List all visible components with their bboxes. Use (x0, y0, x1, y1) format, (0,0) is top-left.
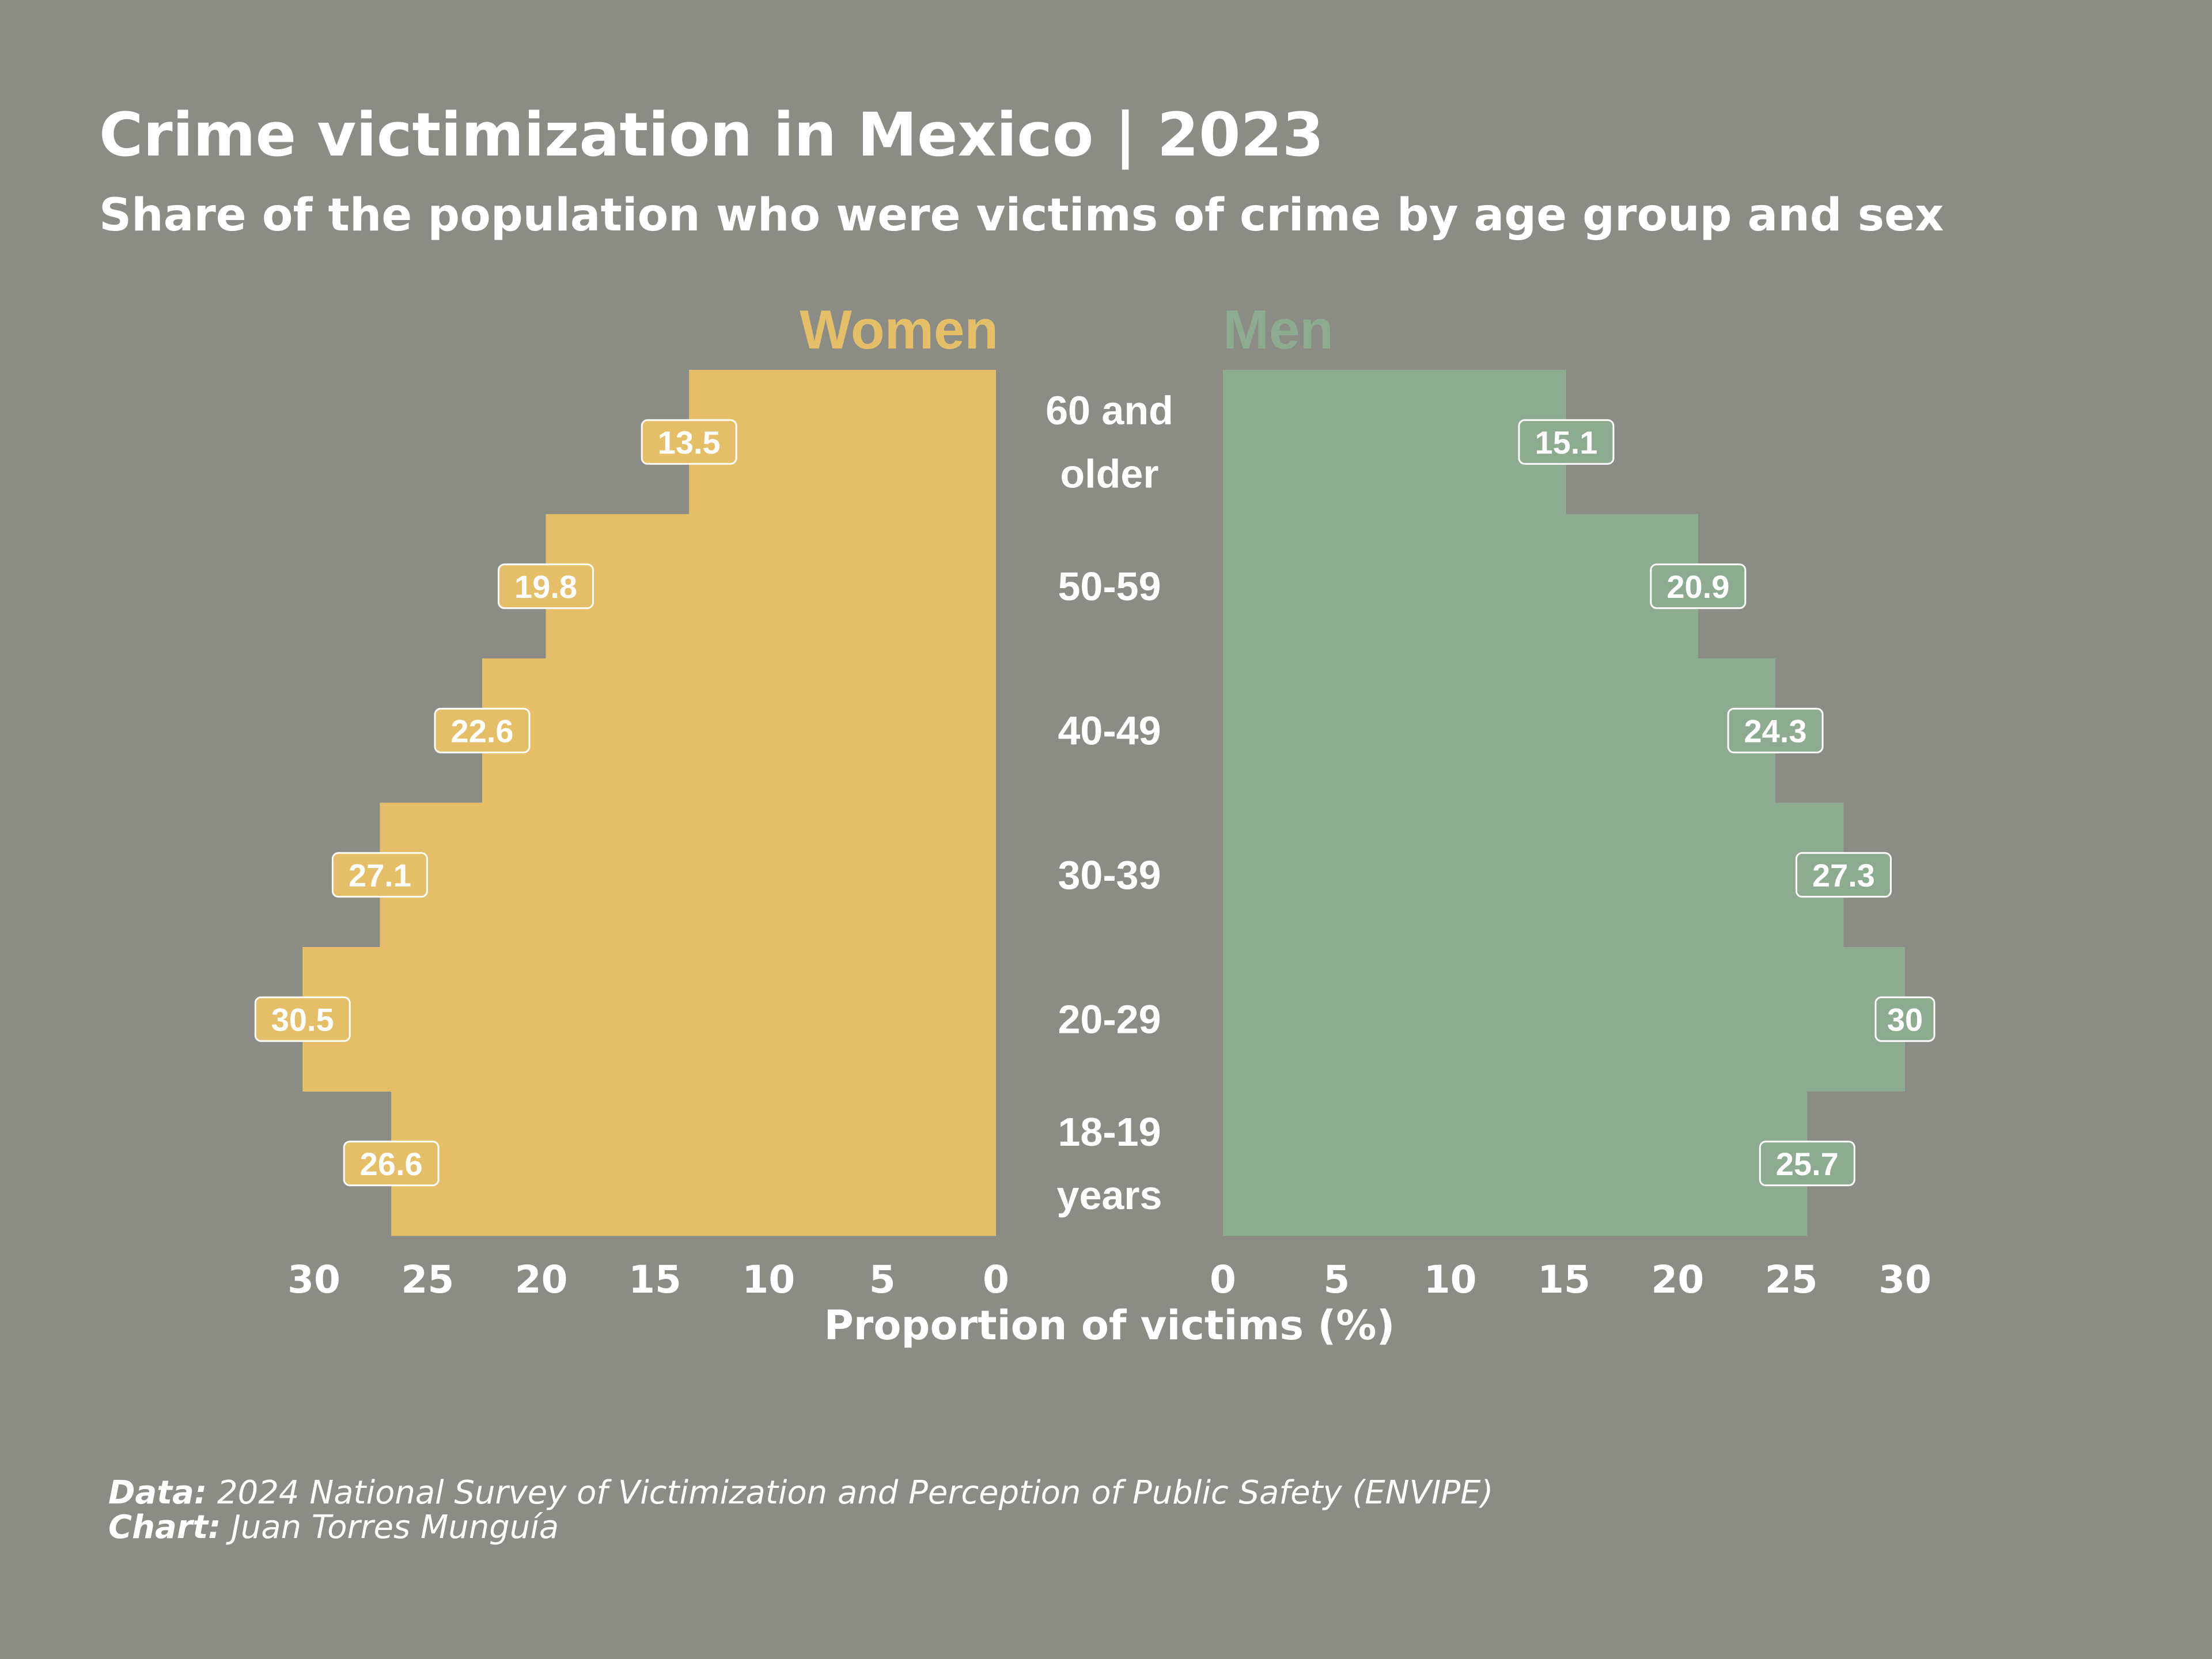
chart-title: Crime victimization in Mexico | 2023 (99, 100, 1324, 170)
data-label-women-2: 22.6 (434, 707, 531, 753)
data-label-women-0-text: 13.5 (658, 424, 721, 460)
tick-women-30: 30 (287, 1257, 340, 1302)
data-label-men-3-text: 27.3 (1812, 857, 1875, 893)
bar-men-0 (1223, 370, 1566, 514)
data-label-women-2-box (434, 707, 531, 753)
data-label-men-0-text: 15.1 (1535, 424, 1597, 460)
tick-women-10: 10 (742, 1257, 795, 1302)
bar-men-5 (1223, 1091, 1808, 1236)
caption-data: Data: 2024 National Survey of Victimizat… (108, 1474, 1493, 1512)
tick-men-25: 25 (1765, 1257, 1818, 1302)
bar-women-3 (380, 802, 996, 948)
age-group-label-0-line-1: older (1060, 451, 1158, 496)
data-label-women-1-text: 19.8 (514, 569, 577, 605)
age-group-labels: 60 and older 50-59 40-49 30-39 20-29 18-19 year… (1046, 388, 1173, 1218)
bar-women-5 (391, 1091, 996, 1236)
bar-men-1 (1223, 514, 1698, 659)
caption-data-label: Data: (108, 1474, 207, 1512)
data-label-men-1-box (1650, 563, 1747, 609)
data-label-men-2: 24.3 (1727, 707, 1824, 753)
age-group-label-3: 30-39 (1058, 853, 1161, 897)
data-label-women-1-box (498, 563, 594, 609)
age-group-label-1: 50-59 (1058, 564, 1161, 609)
data-label-women-3-text: 27.1 (349, 857, 411, 893)
bar-women-1 (546, 514, 996, 659)
bar-women-0 (689, 370, 996, 514)
tick-women-15: 15 (628, 1257, 681, 1302)
data-label-women-5: 26.6 (343, 1141, 440, 1187)
women-bars (302, 370, 997, 1236)
data-label-women-1: 19.8 (498, 563, 594, 609)
caption-chart-label: Chart: (108, 1509, 221, 1546)
data-label-men-3-box (1795, 852, 1892, 898)
data-label-men-4-text: 30 (1887, 1001, 1923, 1037)
data-label-men-5-text: 25.7 (1776, 1146, 1839, 1182)
data-label-women-0: 13.5 (641, 419, 737, 465)
x-axis-ticks: 0 0 5 5 10 10 15 15 20 20 25 25 30 30 (287, 1257, 1931, 1302)
tick-women-5: 5 (869, 1257, 896, 1302)
bar-women-4 (302, 947, 997, 1092)
data-label-men-3: 27.3 (1795, 852, 1892, 898)
data-label-women-4-text: 30.5 (271, 1001, 334, 1037)
data-labels: 13.5 15.1 19.8 20.9 22.6 24.3 27.1 27.3 30.5 30 26… (254, 419, 1936, 1187)
caption-data-text: 2024 National Survey of Victimization an… (207, 1474, 1493, 1512)
age-group-label-5-line-0: 18-19 (1058, 1109, 1161, 1154)
tick-men-15: 15 (1537, 1257, 1590, 1302)
data-label-men-4: 30 (1874, 996, 1936, 1042)
data-label-women-4-box (254, 996, 351, 1042)
tick-men-20: 20 (1651, 1257, 1704, 1302)
data-label-men-1: 20.9 (1650, 563, 1747, 609)
age-group-label-0-line-0: 60 and (1046, 388, 1173, 433)
x-axis-label: Proportion of victims (%) (824, 1302, 1395, 1349)
tick-women-20: 20 (515, 1257, 568, 1302)
data-label-women-3-box (331, 852, 428, 898)
tick-men-30: 30 (1878, 1257, 1931, 1302)
age-group-label-2: 40-49 (1058, 708, 1161, 753)
data-label-women-5-box (343, 1141, 440, 1187)
data-label-women-0-box (641, 419, 737, 465)
data-label-men-4-box (1874, 996, 1936, 1042)
data-label-women-3: 27.1 (331, 852, 428, 898)
caption-chart: Chart: Juan Torres Munguía (108, 1509, 559, 1546)
bar-women-2 (482, 658, 996, 803)
caption-chart-text: Juan Torres Munguía (221, 1509, 559, 1546)
tick-women-25: 25 (401, 1257, 454, 1302)
bar-men-2 (1223, 658, 1776, 803)
tick-women-0: 0 (983, 1257, 1009, 1302)
tick-men-10: 10 (1424, 1257, 1477, 1302)
data-label-men-2-text: 24.3 (1744, 713, 1807, 749)
data-label-women-2-text: 22.6 (451, 713, 514, 749)
data-label-men-0: 15.1 (1518, 419, 1615, 465)
age-group-label-4: 20-29 (1058, 997, 1161, 1041)
data-label-women-5-text: 26.6 (360, 1146, 423, 1182)
tick-men-0: 0 (1210, 1257, 1236, 1302)
chart-subtitle: Share of the population who were victims… (99, 190, 1944, 241)
tick-men-5: 5 (1323, 1257, 1350, 1302)
bar-men-4 (1223, 947, 1905, 1092)
data-label-men-5: 25.7 (1759, 1141, 1855, 1187)
data-label-men-2-box (1727, 707, 1824, 753)
data-label-men-0-box (1518, 419, 1615, 465)
data-label-men-1-text: 20.9 (1666, 569, 1729, 605)
age-group-label-5-line-1: years (1057, 1173, 1162, 1218)
data-label-women-4: 30.5 (254, 996, 351, 1042)
data-label-men-5-box (1759, 1141, 1855, 1187)
bar-men-3 (1223, 802, 1844, 948)
legend-women: Women (800, 299, 998, 361)
legend-men: Men (1223, 299, 1334, 361)
men-bars (1223, 370, 1905, 1236)
